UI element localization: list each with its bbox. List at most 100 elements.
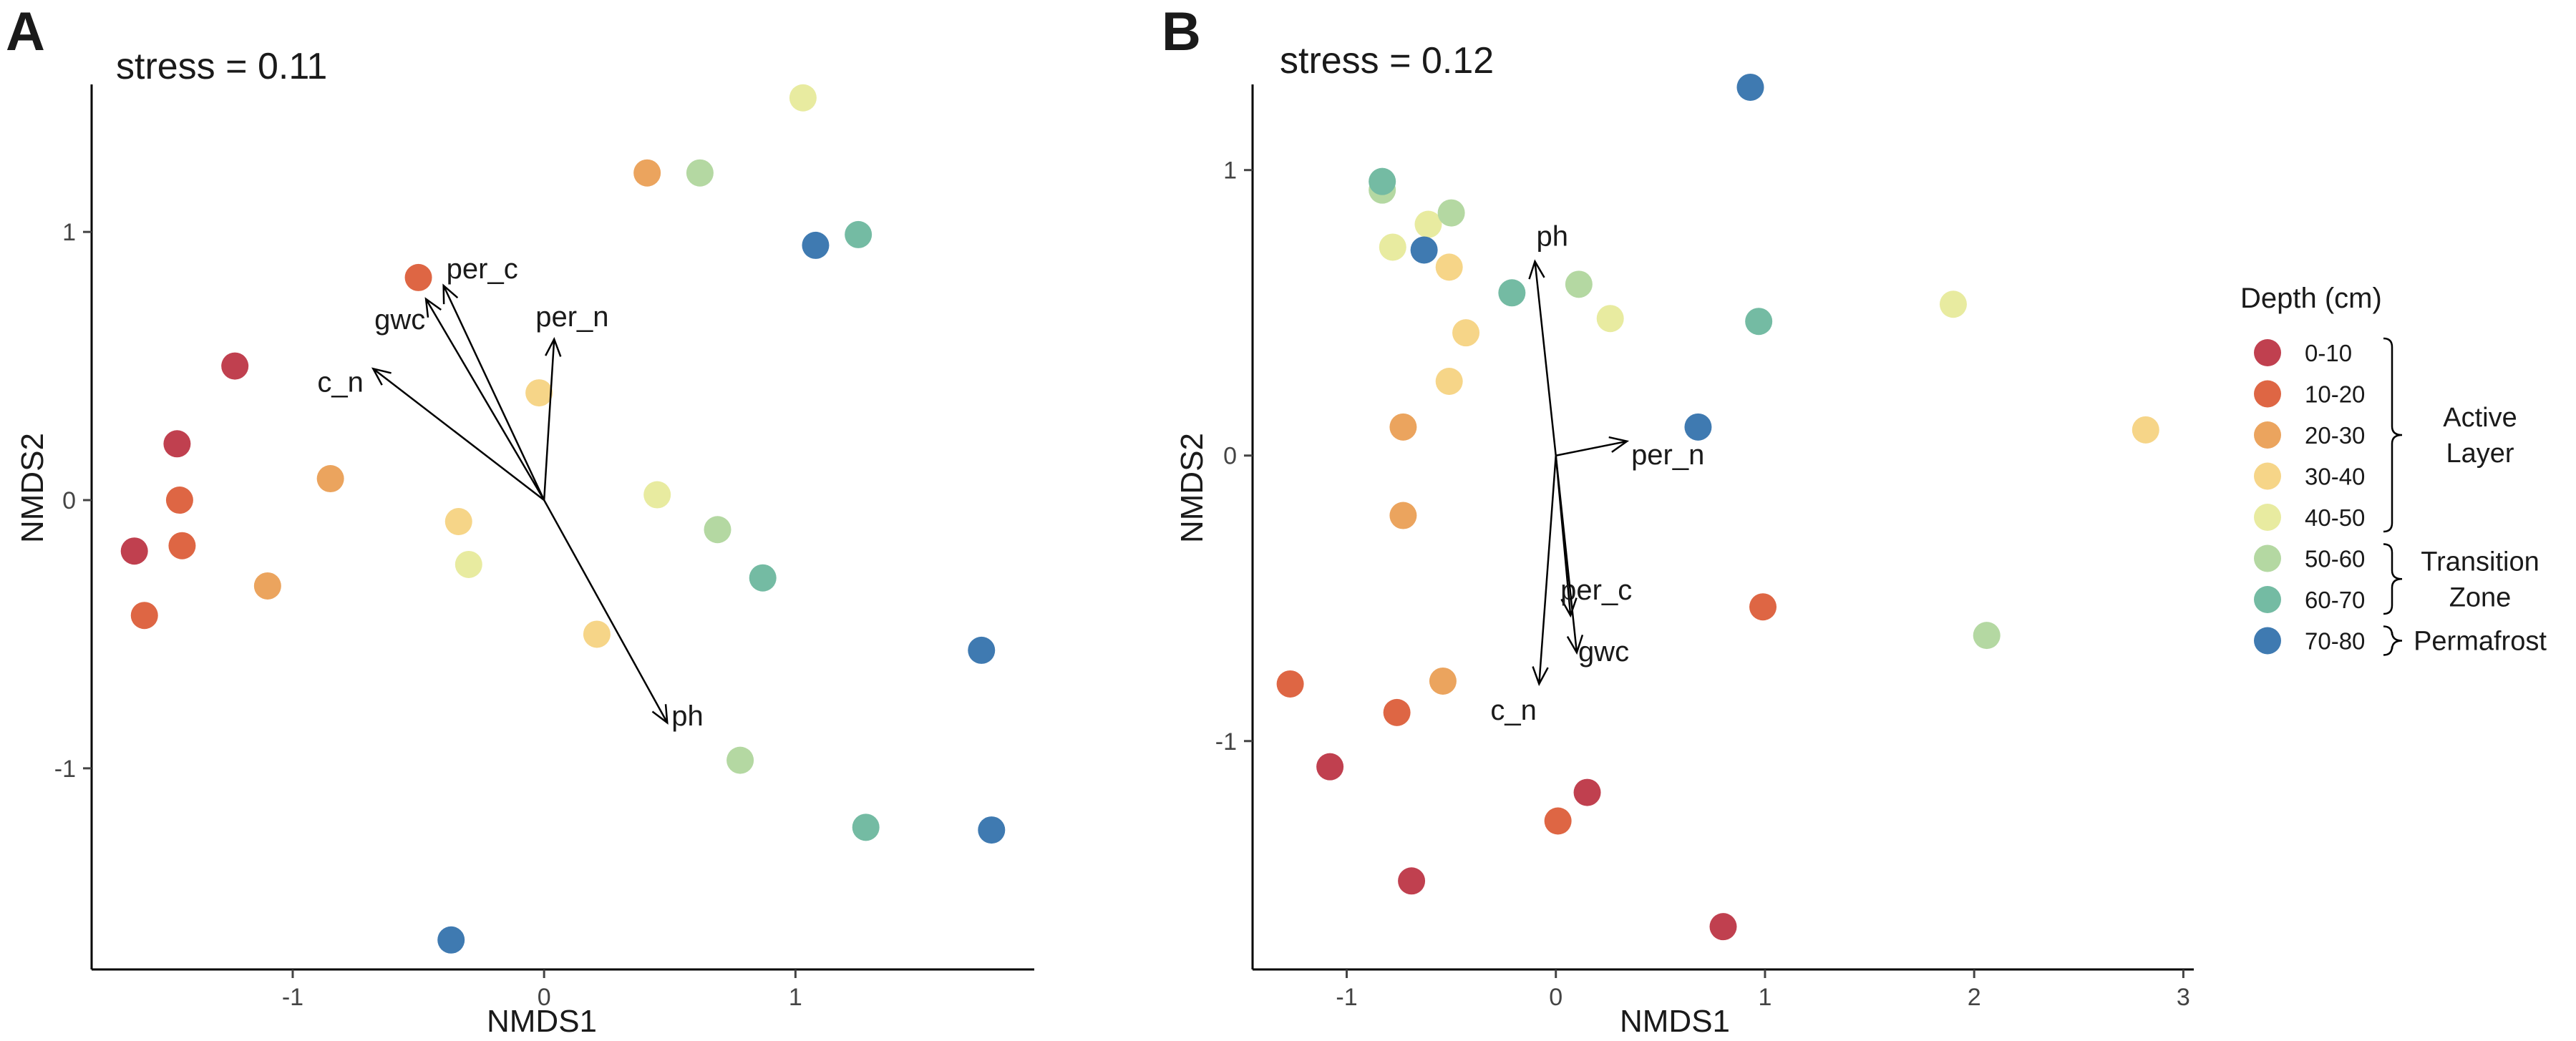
data-point xyxy=(1379,233,1406,261)
x-tick-label: 0 xyxy=(1549,984,1562,1011)
vector-arrowhead xyxy=(371,367,392,386)
y-axis-title-b: NMDS2 xyxy=(1175,433,1210,543)
y-tick-label: -1 xyxy=(54,756,76,783)
data-point xyxy=(643,481,671,509)
data-point xyxy=(1736,73,1764,101)
vector-label: per_c xyxy=(1560,575,1632,606)
data-point xyxy=(1398,867,1426,895)
data-point xyxy=(1429,667,1457,695)
x-tick-label: 1 xyxy=(789,984,802,1011)
data-point xyxy=(1389,502,1417,529)
data-point xyxy=(163,430,191,458)
vector-label: c_n xyxy=(1490,695,1537,726)
data-point xyxy=(130,602,158,630)
y-tick-label: 0 xyxy=(1223,443,1237,470)
vector-ph xyxy=(1534,261,1557,456)
panel-letter-a: A xyxy=(6,1,45,62)
vector-c-n xyxy=(372,368,545,502)
legend-items: 0-10 10-20 20-30 30-40 40-50 50-60 60-70 70-80 xyxy=(2254,339,2365,655)
data-point xyxy=(525,379,553,407)
vector-arrowhead xyxy=(1566,634,1584,655)
stress-label-b: stress = 0.12 xyxy=(1280,40,1494,82)
group-label: Transition xyxy=(2421,547,2539,577)
vector-label: ph xyxy=(671,700,704,732)
legend-label: 70-80 xyxy=(2305,628,2365,655)
legend-title: Depth (cm) xyxy=(2240,283,2382,314)
vector-label: gwc xyxy=(1578,636,1629,668)
data-point xyxy=(1573,778,1601,806)
legend-key xyxy=(2254,380,2281,408)
vector-label: per_n xyxy=(1631,439,1704,471)
data-point xyxy=(1410,236,1438,264)
vector-gwc xyxy=(1555,455,1578,653)
group-label: Permafrost xyxy=(2414,627,2547,657)
legend-key xyxy=(2254,421,2281,449)
axis-ticks-a: -1 0 1 -1 0 1 xyxy=(54,219,802,1011)
group-label: Zone xyxy=(2449,582,2512,612)
x-axis-title-b: NMDS1 xyxy=(1620,1004,1730,1039)
data-point xyxy=(1452,319,1480,347)
legend-label: 10-20 xyxy=(2305,381,2365,408)
vector-arrowhead xyxy=(1528,259,1545,280)
points-a xyxy=(120,84,1006,954)
data-point xyxy=(633,159,661,187)
vector-label: c_n xyxy=(317,366,364,398)
data-point xyxy=(1316,753,1344,781)
data-point xyxy=(1389,413,1417,441)
data-point xyxy=(253,572,281,600)
vector-arrowhead xyxy=(545,337,562,357)
vector-label: gwc xyxy=(374,304,425,336)
x-tick-label: -1 xyxy=(1336,984,1357,1011)
vector-ph xyxy=(543,499,669,723)
legend: Depth (cm) 0-10 10-20 20-30 30-40 40-50 50-60… xyxy=(2240,283,2547,657)
data-point xyxy=(704,516,732,544)
vector-arrowhead xyxy=(424,297,442,318)
group-label: Active xyxy=(2443,403,2517,433)
vector-label: per_c xyxy=(447,253,518,285)
group-label: Layer xyxy=(2446,439,2514,469)
legend-key xyxy=(2254,544,2281,572)
data-point xyxy=(1383,698,1411,726)
data-point xyxy=(404,263,432,291)
data-point xyxy=(120,537,148,565)
data-point xyxy=(316,465,344,493)
vector-gwc xyxy=(425,298,545,501)
x-tick-label: 3 xyxy=(2177,984,2190,1011)
data-point xyxy=(845,220,873,248)
data-point xyxy=(1437,199,1465,227)
data-point xyxy=(726,746,754,774)
points-b xyxy=(1276,73,2159,941)
panel-letter-b: B xyxy=(1162,1,1201,62)
legend-key xyxy=(2254,627,2281,655)
data-point xyxy=(1414,210,1442,238)
legend-key xyxy=(2254,586,2281,613)
vector-arrowhead xyxy=(1532,666,1549,687)
data-point xyxy=(978,816,1006,844)
y-tick-label: 1 xyxy=(62,219,76,246)
y-axis-title-a: NMDS2 xyxy=(15,433,50,543)
data-point xyxy=(1276,670,1304,698)
vector-arrowhead xyxy=(442,283,459,305)
x-tick-label: 2 xyxy=(1968,984,1981,1011)
data-point xyxy=(1745,308,1773,336)
data-point xyxy=(749,564,777,592)
data-point xyxy=(2132,416,2159,444)
axis-ticks-b: -1 0 1 2 3 -1 0 1 xyxy=(1215,157,2190,1011)
data-point xyxy=(221,352,249,380)
y-tick-label: -1 xyxy=(1215,728,1237,756)
group-brace xyxy=(2383,337,2403,533)
x-axis-title-a: NMDS1 xyxy=(487,1004,597,1039)
legend-label: 0-10 xyxy=(2305,340,2352,366)
data-point xyxy=(686,159,714,187)
x-tick-label: -1 xyxy=(282,984,303,1011)
vector-label: ph xyxy=(1537,220,1569,252)
y-tick-label: 1 xyxy=(1223,157,1237,185)
data-point xyxy=(168,532,196,559)
data-point xyxy=(1596,305,1624,333)
data-point xyxy=(583,620,611,648)
legend-key xyxy=(2254,339,2281,366)
vector-arrowhead xyxy=(651,704,669,725)
vector-arrowhead xyxy=(1608,436,1630,453)
